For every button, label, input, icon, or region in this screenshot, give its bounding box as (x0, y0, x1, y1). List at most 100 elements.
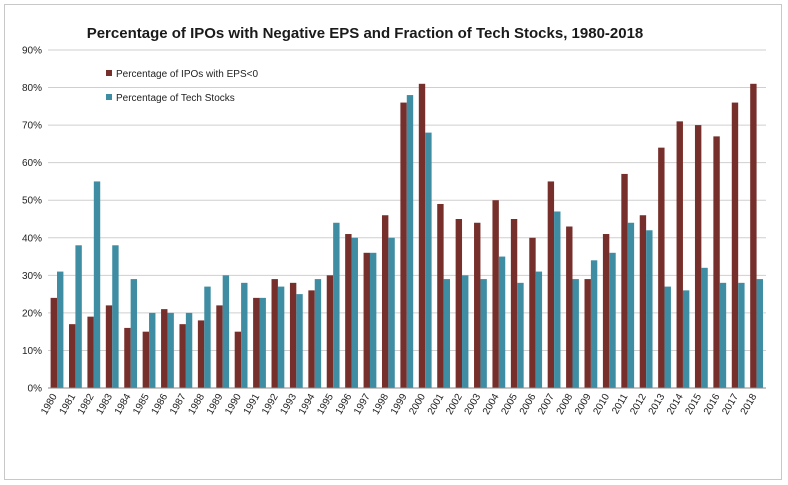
x-tick-label: 1988 (186, 392, 207, 417)
bar-ipo-negative-eps-2007 (547, 181, 555, 388)
bar-tech-stocks-1995 (333, 222, 340, 388)
x-tick-label: 1996 (334, 392, 355, 417)
x-tick-label: 1982 (76, 392, 97, 417)
x-tick-label: 2011 (610, 392, 630, 417)
x-tick-label: 2005 (499, 392, 520, 417)
bar-tech-stocks-2013 (664, 286, 671, 388)
bar-tech-stocks-2012 (646, 230, 653, 388)
bar-ipo-negative-eps-1987 (179, 324, 186, 388)
bar-ipo-negative-eps-1990 (234, 331, 242, 388)
bar-tech-stocks-1990 (241, 282, 248, 388)
bar-ipo-negative-eps-1993 (289, 282, 297, 388)
bar-tech-stocks-2008 (572, 279, 579, 388)
y-tick-label: 90% (22, 46, 42, 57)
bar-ipo-negative-eps-1989 (216, 305, 223, 388)
bar-ipo-negative-eps-1983 (105, 305, 113, 388)
bar-tech-stocks-1986 (167, 312, 174, 388)
bar-ipo-negative-eps-2003 (474, 222, 481, 388)
x-tick-label: 1987 (168, 392, 189, 417)
legend-label-ipo-negative-eps: Percentage of IPOs with EPS<0 (116, 69, 258, 80)
bar-tech-stocks-1987 (185, 312, 193, 388)
bar-tech-stocks-2017 (738, 282, 745, 388)
x-tick-label: 1991 (242, 392, 263, 417)
bar-tech-stocks-1982 (93, 181, 101, 388)
chart-frame (4, 4, 782, 480)
bar-tech-stocks-2010 (609, 252, 616, 388)
y-tick-label: 80% (22, 83, 42, 94)
x-tick-label: 2010 (591, 392, 612, 417)
bar-ipo-negative-eps-1998 (381, 215, 389, 388)
bar-ipo-negative-eps-1988 (197, 320, 205, 388)
bar-tech-stocks-1985 (149, 312, 156, 388)
x-tick-label: 1983 (94, 392, 115, 417)
x-tick-label: 2017 (720, 392, 741, 417)
x-tick-label: 1989 (205, 392, 226, 417)
x-tick-label: 2007 (536, 392, 557, 417)
bar-ipo-negative-eps-2011 (621, 173, 628, 388)
x-tick-label: 2001 (426, 392, 447, 417)
bar-tech-stocks-2011 (627, 222, 635, 388)
x-tick-label: 1990 (223, 392, 244, 417)
bar-ipo-negative-eps-1992 (271, 279, 278, 388)
bar-tech-stocks-2006 (535, 271, 543, 388)
bar-tech-stocks-2003 (480, 279, 487, 388)
bar-tech-stocks-2016 (719, 282, 727, 388)
bar-ipo-negative-eps-2012 (639, 215, 647, 388)
bar-ipo-negative-eps-1985 (142, 331, 150, 388)
bar-ipo-negative-eps-1997 (363, 252, 370, 388)
bar-ipo-negative-eps-1994 (308, 290, 315, 388)
bar-tech-stocks-1992 (277, 286, 285, 388)
x-tick-label: 1981 (58, 392, 79, 417)
bar-ipo-negative-eps-2010 (602, 234, 610, 388)
chart-title: Percentage of IPOs with Negative EPS and… (87, 25, 644, 42)
bar-tech-stocks-1981 (75, 245, 82, 388)
bar-ipo-negative-eps-2006 (529, 237, 536, 388)
bar-tech-stocks-2018 (756, 279, 763, 388)
x-tick-label: 1980 (39, 392, 60, 417)
bar-tech-stocks-2000 (425, 132, 432, 388)
x-tick-label: 1999 (389, 392, 410, 417)
bar-tech-stocks-1999 (406, 95, 414, 388)
y-tick-label: 50% (22, 196, 42, 207)
bar-ipo-negative-eps-1999 (400, 102, 407, 388)
bar-tech-stocks-2014 (682, 290, 690, 388)
bar-tech-stocks-2009 (590, 260, 598, 388)
bar-tech-stocks-1997 (369, 252, 377, 388)
bar-tech-stocks-2001 (443, 279, 451, 388)
bar-ipo-negative-eps-1991 (253, 297, 260, 388)
x-tick-label: 2009 (573, 392, 594, 417)
x-tick-label: 2014 (665, 392, 686, 417)
x-tick-label: 1997 (352, 392, 373, 417)
bar-tech-stocks-1991 (259, 297, 266, 388)
x-tick-label: 2015 (684, 392, 705, 417)
bar-ipo-negative-eps-2004 (492, 200, 499, 388)
x-tick-label: 1992 (260, 392, 281, 417)
bar-ipo-negative-eps-1995 (326, 275, 334, 388)
bar-ipo-negative-eps-1986 (161, 309, 168, 388)
y-tick-label: 10% (22, 346, 42, 357)
bar-tech-stocks-1984 (130, 279, 138, 388)
x-tick-label: 2002 (444, 392, 465, 417)
y-axis-ticks: 0% 10% 20% 30% 40% 50% 60% 70% 80% 90% (22, 46, 42, 395)
bar-ipo-negative-eps-2016 (713, 136, 720, 388)
bar-tech-stocks-1993 (296, 294, 303, 388)
legend-swatch-ipo-negative-eps (106, 70, 112, 76)
bar-ipo-negative-eps-2014 (676, 121, 683, 389)
bar-tech-stocks-2004 (498, 256, 506, 388)
bar-ipo-negative-eps-2015 (694, 125, 702, 389)
bar-tech-stocks-1988 (204, 286, 211, 388)
x-tick-label: 2018 (739, 392, 760, 417)
bar-ipo-negative-eps-1984 (124, 327, 131, 388)
x-tick-label: 2012 (628, 392, 649, 417)
bar-ipo-negative-eps-2009 (584, 279, 591, 388)
bar-ipo-negative-eps-2013 (658, 147, 665, 388)
bar-tech-stocks-2005 (517, 282, 524, 388)
bars (50, 83, 763, 389)
bar-ipo-negative-eps-1982 (87, 316, 94, 388)
bar-tech-stocks-2002 (462, 275, 469, 388)
bar-tech-stocks-1989 (222, 275, 230, 388)
x-tick-label: 1993 (278, 392, 299, 417)
x-tick-label: 2003 (463, 392, 484, 417)
bar-ipo-negative-eps-2000 (418, 83, 426, 389)
bar-ipo-negative-eps-2017 (731, 102, 739, 388)
